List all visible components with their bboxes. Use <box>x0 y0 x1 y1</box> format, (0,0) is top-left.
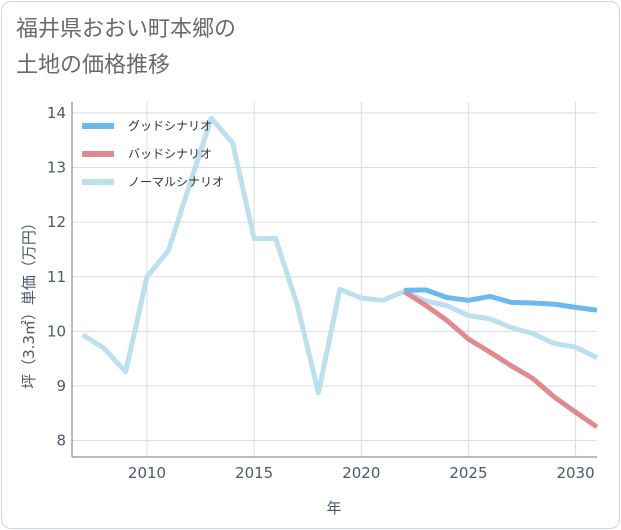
y-tick-label: 12 <box>47 213 66 231</box>
y-tick-label: 9 <box>56 377 66 395</box>
series-lines <box>81 115 599 430</box>
y-tick-label: 14 <box>47 104 66 122</box>
y-tick-label: 8 <box>56 432 66 450</box>
legend-label-1: バッドシナリオ <box>128 147 212 161</box>
x-tick-label: 2020 <box>342 464 380 482</box>
y-axis-label: 坪（3.3㎡）単価（万円） <box>20 215 38 389</box>
title-line-2: 土地の価格推移 <box>16 53 171 78</box>
x-tick-label: 2025 <box>449 464 487 482</box>
y-tick-labels: 8 9 10 11 12 13 14 <box>47 104 66 450</box>
series-line-2 <box>81 115 599 396</box>
grid <box>72 102 597 457</box>
x-tick-label: 2015 <box>235 464 273 482</box>
series-line-0 <box>404 287 598 313</box>
x-axis-label: 年 <box>326 499 341 517</box>
x-tick-labels: 2010 2015 2020 2025 2030 <box>128 464 595 482</box>
legend-label-0: グッドシナリオ <box>128 119 212 133</box>
x-tick-label: 2010 <box>128 464 166 482</box>
title-line-1: 福井県おおい町本郷の <box>16 17 237 42</box>
legend-label-2: ノーマルシナリオ <box>128 175 224 189</box>
y-tick-label: 11 <box>47 268 66 286</box>
axes <box>71 102 597 458</box>
y-tick-label: 13 <box>47 159 66 177</box>
x-tick-label: 2030 <box>556 464 594 482</box>
y-tick-label: 10 <box>47 322 66 340</box>
series-line-1 <box>402 289 599 430</box>
chart-title: 福井県おおい町本郷の 土地の価格推移 <box>16 12 236 84</box>
